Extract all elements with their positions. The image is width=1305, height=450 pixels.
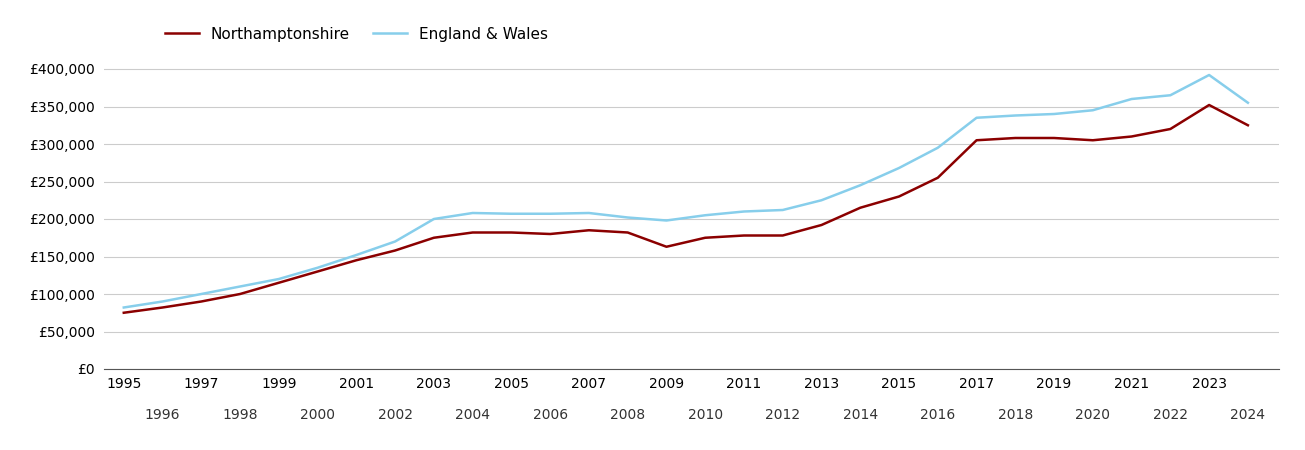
Text: 1998: 1998	[222, 408, 258, 422]
Northamptonshire	[309, 269, 325, 274]
England & Wales	[930, 145, 946, 150]
Text: 2012: 2012	[765, 408, 800, 422]
Text: 2008: 2008	[611, 408, 645, 422]
England & Wales	[348, 252, 364, 258]
Northamptonshire	[968, 138, 984, 143]
England & Wales	[736, 209, 752, 214]
Text: 2022: 2022	[1152, 408, 1188, 422]
England & Wales	[1124, 96, 1139, 102]
England & Wales	[775, 207, 791, 213]
Text: 2020: 2020	[1075, 408, 1111, 422]
Northamptonshire	[736, 233, 752, 238]
Northamptonshire	[504, 230, 519, 235]
England & Wales	[155, 299, 171, 304]
Legend: Northamptonshire, England & Wales: Northamptonshire, England & Wales	[159, 21, 553, 48]
Text: 2014: 2014	[843, 408, 878, 422]
Text: 1996: 1996	[145, 408, 180, 422]
England & Wales	[968, 115, 984, 121]
Text: 2016: 2016	[920, 408, 955, 422]
Northamptonshire	[891, 194, 907, 199]
England & Wales	[1163, 93, 1178, 98]
England & Wales	[620, 215, 636, 220]
Northamptonshire	[232, 291, 248, 297]
Northamptonshire	[930, 175, 946, 180]
Northamptonshire	[1084, 138, 1100, 143]
England & Wales	[1240, 100, 1255, 105]
Northamptonshire	[1124, 134, 1139, 139]
England & Wales	[891, 165, 907, 171]
Northamptonshire	[193, 299, 209, 304]
Text: 2002: 2002	[377, 408, 412, 422]
Text: 2000: 2000	[300, 408, 335, 422]
Northamptonshire	[1047, 135, 1062, 141]
England & Wales	[309, 265, 325, 270]
England & Wales	[504, 211, 519, 216]
Northamptonshire	[271, 280, 287, 285]
England & Wales	[543, 211, 559, 216]
Northamptonshire	[348, 257, 364, 263]
Northamptonshire	[465, 230, 480, 235]
Northamptonshire	[1007, 135, 1023, 141]
England & Wales	[852, 183, 868, 188]
England & Wales	[1007, 113, 1023, 118]
Line: England & Wales: England & Wales	[124, 75, 1248, 307]
England & Wales	[697, 212, 713, 218]
Northamptonshire	[155, 305, 171, 310]
England & Wales	[425, 216, 441, 222]
Text: 2006: 2006	[532, 408, 568, 422]
Text: 2004: 2004	[455, 408, 491, 422]
Northamptonshire	[775, 233, 791, 238]
England & Wales	[1202, 72, 1218, 78]
Northamptonshire	[425, 235, 441, 240]
Northamptonshire	[814, 222, 830, 228]
England & Wales	[814, 198, 830, 203]
Northamptonshire	[1240, 122, 1255, 128]
Northamptonshire	[1163, 126, 1178, 132]
England & Wales	[232, 284, 248, 289]
England & Wales	[1047, 111, 1062, 117]
England & Wales	[581, 210, 596, 216]
England & Wales	[1084, 108, 1100, 113]
England & Wales	[271, 276, 287, 282]
England & Wales	[193, 291, 209, 297]
England & Wales	[116, 305, 132, 310]
Northamptonshire	[388, 248, 403, 253]
England & Wales	[388, 239, 403, 244]
Northamptonshire	[543, 231, 559, 237]
Line: Northamptonshire: Northamptonshire	[124, 105, 1248, 313]
England & Wales	[659, 218, 675, 223]
Text: 2010: 2010	[688, 408, 723, 422]
Northamptonshire	[620, 230, 636, 235]
Northamptonshire	[1202, 102, 1218, 108]
Northamptonshire	[581, 228, 596, 233]
Northamptonshire	[852, 205, 868, 211]
Text: 2018: 2018	[998, 408, 1034, 422]
Text: 2024: 2024	[1231, 408, 1266, 422]
Northamptonshire	[697, 235, 713, 240]
England & Wales	[465, 210, 480, 216]
Northamptonshire	[116, 310, 132, 315]
Northamptonshire	[659, 244, 675, 249]
